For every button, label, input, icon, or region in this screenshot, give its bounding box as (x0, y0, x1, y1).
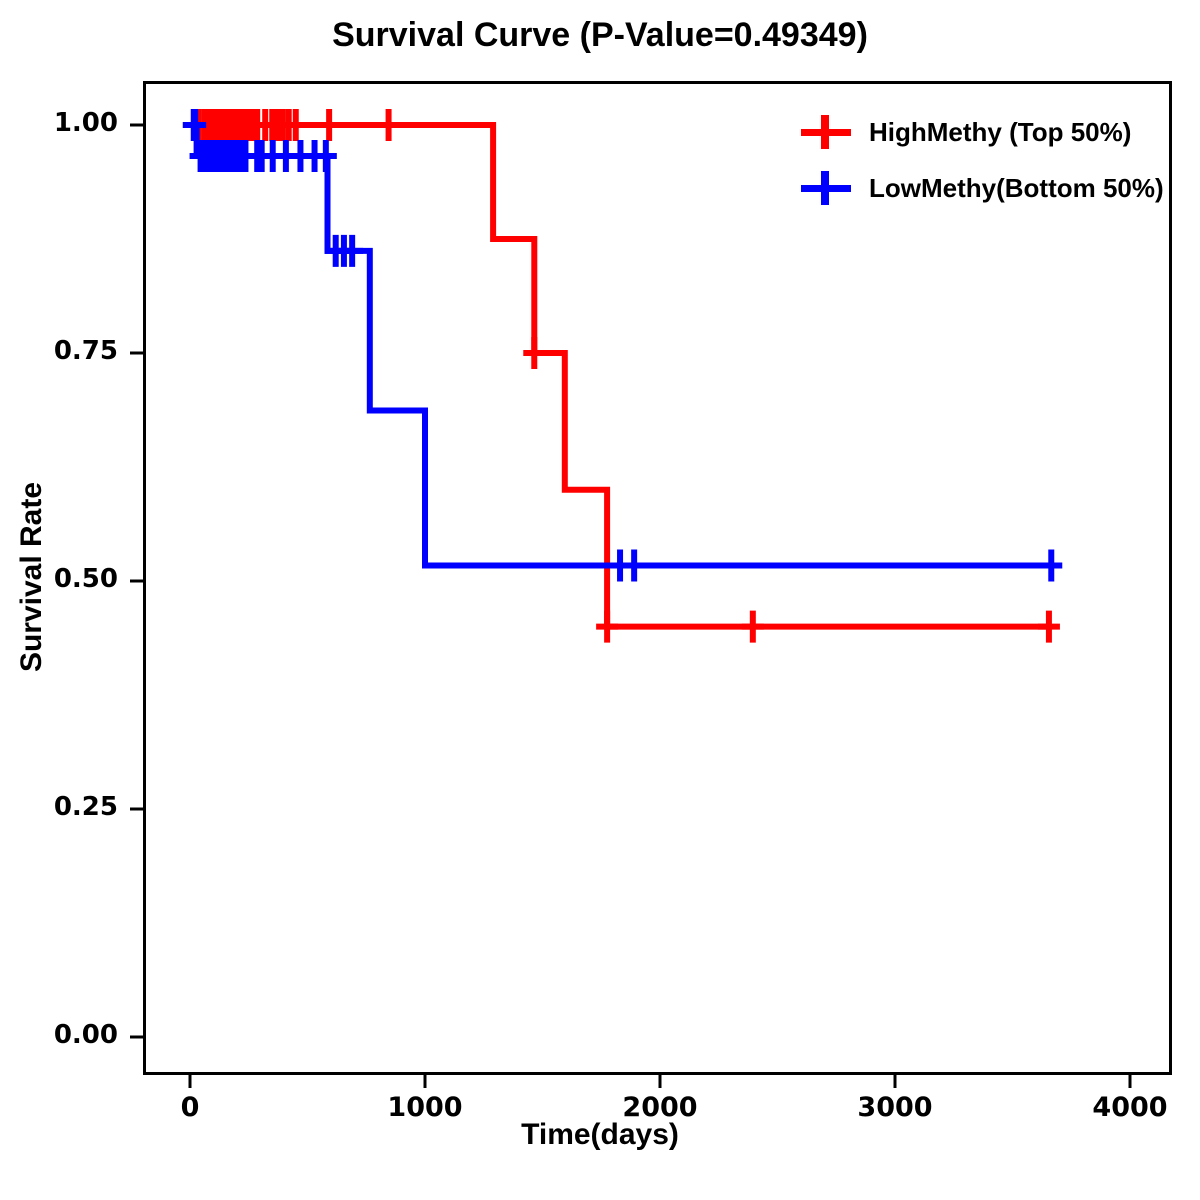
chart-title: Survival Curve (P-Value=0.49349) (332, 16, 868, 54)
y-tick-label: 1.00 (53, 108, 118, 138)
x-tick-label: 4000 (1092, 1092, 1168, 1123)
y-tick-label: 0.00 (53, 1020, 118, 1050)
x-tick-label: 3000 (857, 1092, 933, 1123)
y-tick-label: 0.25 (53, 792, 118, 822)
plot-frame (143, 81, 1172, 1075)
legend-item-lowmethy[interactable]: LowMethy(Bottom 50%) (795, 160, 1165, 216)
y-tick-label: 0.75 (53, 336, 118, 366)
x-tick-label: 0 (180, 1092, 200, 1123)
plus-marker-icon (795, 168, 857, 208)
legend-label-highmethy: HighMethy (Top 50%) (869, 116, 1132, 147)
x-axis-title: Time(days) (521, 1118, 679, 1151)
plus-marker-icon (795, 112, 857, 152)
x-tick-label: 1000 (387, 1092, 463, 1123)
legend-item-highmethy[interactable]: HighMethy (Top 50%) (795, 104, 1165, 160)
x-tick-label: 2000 (622, 1092, 698, 1123)
legend: HighMethy (Top 50%) LowMethy(Bottom 50%) (795, 104, 1165, 216)
y-tick-label: 0.50 (53, 564, 118, 594)
legend-label-lowmethy: LowMethy(Bottom 50%) (869, 172, 1164, 203)
